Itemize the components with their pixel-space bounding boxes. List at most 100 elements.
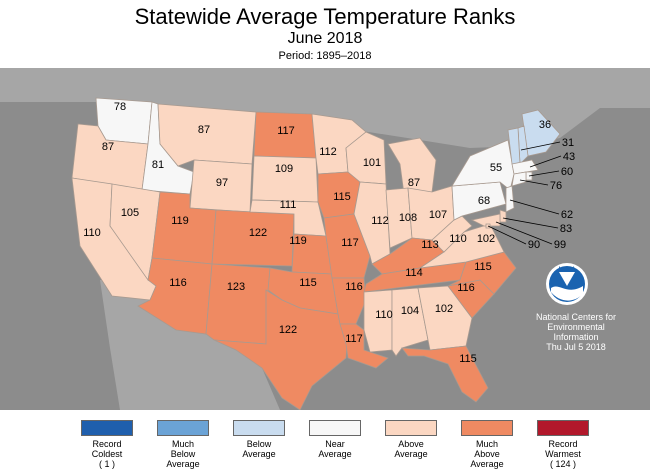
legend-item-above: Above Average xyxy=(376,420,446,459)
legend-swatch xyxy=(537,420,589,436)
rank-label-va: 110 xyxy=(449,233,467,245)
legend-label-line3: ( 124 ) xyxy=(549,459,576,469)
legend-swatch xyxy=(309,420,361,436)
rank-label-ma: 43 xyxy=(563,151,575,163)
legend-label-line1: Near xyxy=(325,439,345,449)
legend-label-line2: Below xyxy=(170,449,196,459)
legend-label-line1: Above xyxy=(398,439,424,449)
state-ma xyxy=(511,159,539,175)
rank-label-ky: 113 xyxy=(421,239,439,251)
rank-label-ia: 115 xyxy=(333,191,351,203)
rank-label-nh: 31 xyxy=(562,137,574,149)
legend-item-near: Near Average xyxy=(300,420,370,459)
rank-label-ne: 111 xyxy=(280,199,297,211)
rank-label-id: 81 xyxy=(152,159,164,171)
rank-label-tn: 114 xyxy=(405,267,423,279)
rank-label-fl: 115 xyxy=(459,353,477,365)
leader-line-ri xyxy=(528,170,560,177)
legend-label-line2: Warmest xyxy=(545,449,581,459)
rank-label-ri: 60 xyxy=(561,166,573,178)
rank-label-al: 104 xyxy=(401,305,419,317)
rank-label-ms: 110 xyxy=(375,309,393,321)
legend-label-line2: Average xyxy=(242,449,276,459)
legend-label-line2: Average xyxy=(394,449,428,459)
map-title: Statewide Average Temperature Ranks xyxy=(134,4,516,29)
leader-line-nh xyxy=(520,141,561,151)
rank-label-oh: 107 xyxy=(429,209,447,221)
rank-label-dc: 90 xyxy=(528,239,540,251)
leader-line-dc xyxy=(487,225,527,245)
state-md xyxy=(470,213,501,227)
credit-line1: National Centers for xyxy=(535,312,617,322)
legend-item-record-warmest: Record Warmest( 124 ) xyxy=(528,420,598,469)
legend-label-line3: Average xyxy=(166,459,200,469)
leader-line-de xyxy=(502,217,559,229)
rank-label-mi: 87 xyxy=(408,177,420,189)
rank-label-ny: 55 xyxy=(490,162,502,174)
rank-label-mn: 112 xyxy=(319,146,337,158)
legend-item-much-above: Much Above Average xyxy=(452,420,522,469)
legend-label-line2: Coldest xyxy=(91,449,123,459)
rank-label-or: 87 xyxy=(102,141,114,153)
legend-swatch xyxy=(233,420,285,436)
legend-item-record-coldest: Record Coldest( 1 ) xyxy=(72,420,142,469)
legend-swatch xyxy=(157,420,209,436)
leader-line-ct xyxy=(519,179,549,186)
rank-label-nm: 123 xyxy=(227,281,245,293)
rank-label-ks: 119 xyxy=(289,235,307,247)
leader-line-nj xyxy=(509,199,560,215)
state-fl xyxy=(401,345,489,403)
rank-label-wv: 102 xyxy=(477,233,495,245)
state-nc xyxy=(447,251,517,295)
legend-label-line2: Average xyxy=(318,449,352,459)
rank-label-il: 112 xyxy=(371,215,389,227)
state-ms xyxy=(363,289,393,353)
rank-label-wi: 101 xyxy=(363,157,381,169)
rank-label-nd: 117 xyxy=(277,125,295,137)
rank-label-az: 116 xyxy=(169,277,187,289)
rank-label-nj: 62 xyxy=(561,209,573,221)
period-label: Period: 1895–2018 xyxy=(278,50,372,62)
canada-landmass xyxy=(0,68,650,148)
credit-line2: Environmental xyxy=(547,322,605,332)
rank-label-ut: 119 xyxy=(171,215,189,227)
legend-swatch xyxy=(385,420,437,436)
legend-label-line2: Above xyxy=(474,449,500,459)
legend-swatch xyxy=(81,420,133,436)
legend-label-line1: Much xyxy=(171,439,194,449)
rank-label-mt: 87 xyxy=(198,124,210,136)
state-de xyxy=(499,209,507,223)
legend-label-line3: ( 1 ) xyxy=(98,459,115,469)
rank-label-de: 83 xyxy=(560,223,572,235)
rank-label-md: 99 xyxy=(554,239,566,251)
rank-label-in: 108 xyxy=(399,212,417,224)
state-tx xyxy=(213,289,349,410)
rank-label-ga: 102 xyxy=(435,303,453,315)
rank-label-me: 36 xyxy=(539,119,551,131)
rank-label-nv: 105 xyxy=(121,207,139,219)
rank-label-la: 117 xyxy=(345,333,363,345)
rank-label-sd: 109 xyxy=(275,163,293,175)
logo-text: NOAA xyxy=(558,267,575,273)
us-map: 78 87 110 81 105 87 97 119 116 122 123 117 109 111 119… xyxy=(0,68,650,410)
legend-label-line1: Much xyxy=(475,439,498,449)
legend-label-line3: Average xyxy=(470,459,504,469)
leader-line-md xyxy=(495,221,553,245)
state-ct xyxy=(511,171,527,187)
rank-label-mo: 117 xyxy=(341,237,359,249)
state-nj xyxy=(505,185,515,213)
legend-label-line1: Record xyxy=(92,439,122,449)
legend-label-line1: Record xyxy=(548,439,578,449)
rank-label-ct: 76 xyxy=(550,180,562,192)
rank-label-ca: 110 xyxy=(83,227,101,239)
rank-label-tx: 122 xyxy=(279,324,297,336)
credit-date: Thu Jul 5 2018 xyxy=(546,342,606,352)
legend-item-much-below: Much Below Average xyxy=(148,420,218,469)
rank-label-nc: 115 xyxy=(474,261,492,273)
rank-label-ar: 116 xyxy=(345,281,363,293)
rank-label-ok: 115 xyxy=(299,277,317,289)
noaa-logo: NOAA xyxy=(546,263,588,305)
map-subtitle: June 2018 xyxy=(287,30,363,47)
state-la xyxy=(339,323,389,369)
rank-label-wa: 78 xyxy=(114,101,126,113)
